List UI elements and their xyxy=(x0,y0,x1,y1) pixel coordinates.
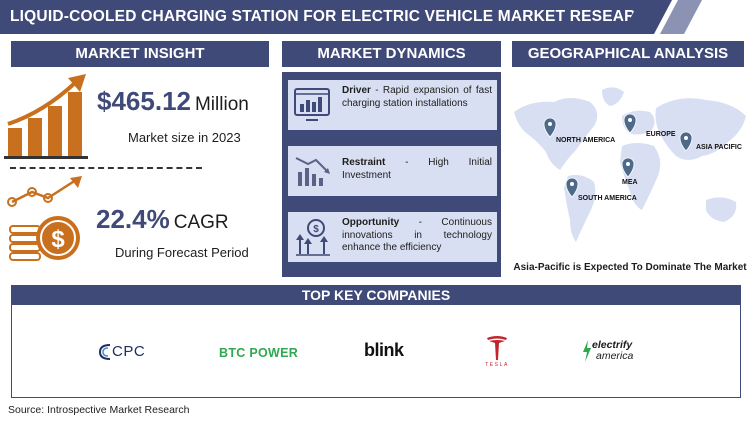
geographical-analysis-heading: GEOGRAPHICAL ANALYSIS xyxy=(512,41,744,67)
divider xyxy=(10,167,202,169)
coin-growth-icon: $ xyxy=(7,176,82,261)
monitor-chart-icon xyxy=(294,88,330,121)
market-dynamics-heading: MARKET DYNAMICS xyxy=(282,41,501,67)
electrify-america-logo: electrify america xyxy=(582,340,662,380)
region-asia-pacific: ASIA PACIFIC xyxy=(696,144,742,151)
cagr-value: 22.4% CAGR xyxy=(96,204,229,234)
world-map: NORTH AMERICA EUROPE ASIA PACIFIC MEA SO… xyxy=(514,87,746,242)
companies-panel xyxy=(11,305,741,398)
driver-item: Driver - Rapid expansion of fast chargin… xyxy=(288,80,497,130)
opportunity-text: Opportunity - Continuous innovations in … xyxy=(342,217,492,253)
cpc-swirl-icon xyxy=(98,344,111,360)
opportunity-item: $ Opportunity - Continuous innovations i… xyxy=(288,212,497,262)
title-accent-stripes xyxy=(622,0,750,34)
btc-power-logo: BTC POWER xyxy=(219,346,299,360)
market-size-caption: Market size in 2023 xyxy=(128,130,241,145)
growth-arrows-icon: $ xyxy=(296,219,330,256)
electrify-bolt-icon xyxy=(583,340,591,362)
market-insight-heading: MARKET INSIGHT xyxy=(11,41,269,67)
market-dynamics-panel: Driver - Rapid expansion of fast chargin… xyxy=(282,72,501,277)
cpc-logo: CPC xyxy=(98,343,158,383)
blink-logo: blink xyxy=(364,340,404,360)
tesla-logo: TESLA xyxy=(482,335,512,375)
report-title: LIQUID-COOLED CHARGING STATION FOR ELECT… xyxy=(0,0,728,34)
geo-caption: Asia-Pacific is Expected To Dominate The… xyxy=(513,262,747,273)
region-north-america: NORTH AMERICA xyxy=(556,137,615,144)
svg-text:$: $ xyxy=(313,224,319,235)
top-key-companies-heading: TOP KEY COMPANIES xyxy=(11,285,741,305)
restraint-item: Restraint - High Initial Investment xyxy=(288,146,497,196)
restraint-text: Restraint - High Initial Investment xyxy=(342,157,492,181)
tesla-t-icon xyxy=(487,336,507,360)
market-size-value: $465.12 Million xyxy=(97,86,249,116)
declining-chart-icon xyxy=(295,157,330,186)
source-note: Source: Introspective Market Research xyxy=(8,404,190,416)
driver-text: Driver - Rapid expansion of fast chargin… xyxy=(342,85,492,109)
region-mea: MEA xyxy=(622,179,638,186)
region-europe: EUROPE xyxy=(646,131,676,138)
region-south-america: SOUTH AMERICA xyxy=(578,195,637,202)
cagr-caption: During Forecast Period xyxy=(115,245,249,260)
bar-growth-icon xyxy=(4,74,88,159)
svg-text:$: $ xyxy=(51,226,65,253)
